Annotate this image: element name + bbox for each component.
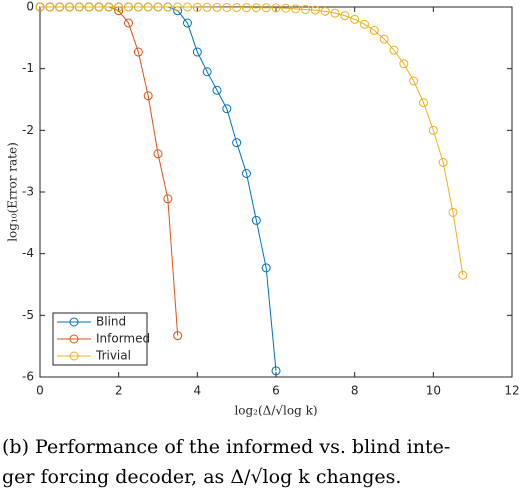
series-marker	[55, 2, 65, 12]
y-axis-label: log₁₀(Error rate)	[6, 142, 20, 242]
series-marker	[428, 125, 438, 135]
legend-swatch-marker	[69, 334, 79, 344]
series-marker	[183, 18, 192, 28]
series-marker	[212, 85, 222, 95]
series-marker	[379, 34, 389, 44]
series-marker	[261, 263, 271, 273]
series-marker	[340, 11, 350, 21]
series-marker	[84, 2, 94, 12]
y-tick-label: -6	[22, 370, 34, 384]
series-marker	[212, 2, 222, 12]
legend-swatch-marker	[69, 351, 79, 361]
series-marker	[438, 157, 448, 167]
x-tick-label: 2	[115, 384, 123, 398]
series-marker	[330, 8, 340, 18]
series-marker	[114, 2, 124, 12]
series-marker	[448, 207, 458, 217]
series-marker	[222, 2, 232, 12]
legend-swatch-marker	[69, 317, 79, 327]
y-tick-label: -2	[22, 123, 34, 137]
series-marker	[261, 3, 271, 13]
series-marker	[222, 104, 232, 114]
series-marker	[153, 149, 163, 159]
series-marker	[133, 47, 143, 57]
series-marker	[133, 2, 143, 12]
series-line	[40, 6, 464, 276]
x-tick-label: 0	[36, 384, 44, 398]
series-marker	[65, 2, 74, 12]
series-marker	[35, 2, 45, 12]
x-axis-label: log₂(Δ/√log k)	[234, 404, 317, 418]
legend-label: Trivial	[95, 349, 131, 363]
series-marker	[251, 3, 261, 13]
series-marker	[389, 45, 399, 55]
series-marker	[409, 76, 419, 86]
series-marker	[271, 3, 281, 13]
series-marker	[143, 2, 153, 12]
series-marker	[242, 3, 251, 13]
series-marker	[202, 67, 212, 77]
series-marker	[94, 2, 104, 12]
series-marker	[291, 4, 301, 14]
legend-label: Blind	[96, 315, 126, 329]
y-tick-label: -4	[22, 246, 34, 260]
series-marker	[192, 47, 202, 57]
legend-label: Informed	[96, 332, 150, 346]
series-marker	[173, 2, 183, 12]
x-tick-label: 6	[272, 384, 280, 398]
series-marker	[350, 14, 360, 24]
series-marker	[242, 169, 251, 178]
series-marker	[143, 91, 153, 101]
series-marker	[369, 25, 379, 35]
series-marker	[173, 331, 183, 341]
series-marker	[163, 2, 173, 12]
y-tick-label: -5	[22, 308, 34, 322]
series-marker	[310, 5, 320, 15]
y-tick-label: -3	[22, 185, 34, 199]
series-marker	[202, 2, 212, 12]
series-marker	[183, 2, 192, 12]
caption-line: (b) Performance of the informed vs. blin…	[2, 436, 450, 458]
series-marker	[399, 59, 409, 69]
series-marker	[301, 4, 310, 14]
series-marker	[153, 2, 163, 12]
series-marker	[271, 366, 281, 376]
series-marker	[124, 18, 133, 28]
series-marker	[419, 98, 428, 108]
series-marker	[360, 19, 369, 29]
series-marker	[192, 2, 202, 12]
series-marker	[74, 2, 84, 12]
caption-line: ger forcing decoder, as Δ/√log k changes…	[2, 466, 401, 488]
series-marker	[458, 270, 468, 280]
series-marker	[163, 194, 173, 204]
y-tick-label: 0	[26, 0, 34, 14]
series-marker	[320, 6, 330, 16]
x-tick-label: 4	[194, 384, 202, 398]
x-tick-label: 12	[504, 384, 519, 398]
series-marker	[232, 138, 242, 148]
series-marker	[251, 215, 261, 225]
x-tick-label: 8	[351, 384, 359, 398]
y-tick-label: -1	[22, 61, 34, 75]
x-tick-label: 10	[426, 384, 441, 398]
series-marker	[281, 3, 291, 13]
series-marker	[45, 2, 55, 12]
series-marker	[124, 2, 133, 12]
series-marker	[232, 3, 242, 13]
series-marker	[104, 2, 114, 12]
